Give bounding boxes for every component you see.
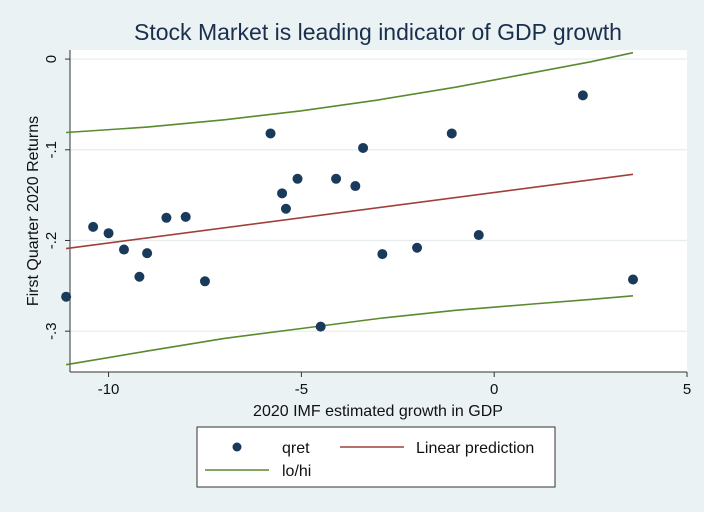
qret-point [134,271,145,282]
qret-point [180,211,191,222]
x-tick-label: -10 [98,381,120,398]
qret-point [377,249,388,260]
legend-label: lo/hi [282,463,311,480]
qret-point [265,128,276,139]
legend-label: Linear prediction [416,440,534,457]
y-tick-label: 0 [43,55,60,63]
qret-point [118,244,129,255]
qret-point [199,276,210,287]
qret-point [628,274,639,285]
legend-label: qret [282,440,310,457]
grid-lines [70,58,687,332]
lo-hi-band-line [65,295,634,366]
x-tick-label: 5 [683,381,691,398]
qret-point [161,212,172,223]
qret-point [280,203,291,214]
series-lines [65,51,634,366]
y-tick-label: -.2 [43,232,60,250]
y-tick-label: -.3 [43,322,60,340]
qret-point [315,321,326,332]
qret-point [142,248,153,259]
y-tick-label: -.1 [43,141,60,159]
y-axis-title: First Quarter 2020 Returns [25,116,42,306]
plot-area [70,50,687,372]
x-axis-title: 2020 IMF estimated growth in GDP [253,403,503,420]
legend-items: qret Linear prediction lo/hi [205,440,534,480]
qret-point [350,181,361,192]
lo-hi-band-line [66,51,634,134]
scatter-points [61,90,639,332]
axes: 0 -.1 -.2 -.3 -10 -5 0 5 [43,50,691,398]
legend: qret Linear prediction lo/hi [196,426,556,488]
qret-point [277,188,288,199]
linear-prediction-line [65,173,634,250]
legend-box [196,426,556,488]
qret-point [473,230,484,241]
chart-title: Stock Market is leading indicator of GDP… [134,19,622,45]
qret-point [331,173,342,184]
x-tick-label: 0 [490,381,498,398]
x-tick-label: -5 [295,381,308,398]
legend-marker-qret [232,442,242,452]
qret-point [446,128,457,139]
qret-point [88,221,99,232]
qret-point [103,228,114,239]
qret-point [358,142,369,153]
qret-point [292,173,303,184]
qret-point [61,291,72,302]
qret-point [412,242,423,253]
qret-point [577,90,588,101]
